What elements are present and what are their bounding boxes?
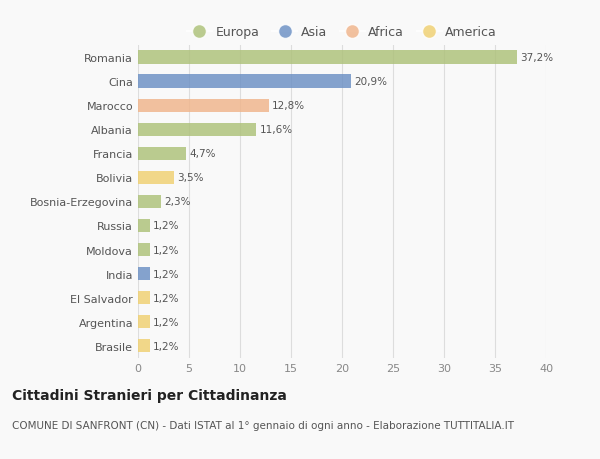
Bar: [138, 315, 150, 329]
Bar: [138, 147, 186, 161]
Bar: [138, 171, 174, 185]
Bar: [138, 219, 150, 233]
Text: 37,2%: 37,2%: [521, 53, 554, 63]
Bar: [138, 51, 517, 65]
Text: 12,8%: 12,8%: [272, 101, 305, 111]
Bar: [138, 196, 161, 208]
Bar: [138, 123, 256, 136]
Text: 1,2%: 1,2%: [154, 341, 180, 351]
Bar: [138, 268, 150, 280]
Text: 1,2%: 1,2%: [154, 317, 180, 327]
Text: COMUNE DI SANFRONT (CN) - Dati ISTAT al 1° gennaio di ogni anno - Elaborazione T: COMUNE DI SANFRONT (CN) - Dati ISTAT al …: [12, 420, 514, 430]
Text: 3,5%: 3,5%: [177, 173, 203, 183]
Bar: [138, 75, 351, 89]
Bar: [138, 243, 150, 257]
Text: 1,2%: 1,2%: [154, 269, 180, 279]
Text: 1,2%: 1,2%: [154, 245, 180, 255]
Text: 1,2%: 1,2%: [154, 221, 180, 231]
Bar: [138, 291, 150, 305]
Text: 4,7%: 4,7%: [189, 149, 215, 159]
Legend: Europa, Asia, Africa, America: Europa, Asia, Africa, America: [182, 21, 502, 44]
Text: Cittadini Stranieri per Cittadinanza: Cittadini Stranieri per Cittadinanza: [12, 388, 287, 402]
Text: 20,9%: 20,9%: [354, 77, 387, 87]
Bar: [138, 99, 269, 112]
Text: 11,6%: 11,6%: [259, 125, 293, 135]
Bar: [138, 339, 150, 353]
Text: 1,2%: 1,2%: [154, 293, 180, 303]
Text: 2,3%: 2,3%: [164, 197, 191, 207]
